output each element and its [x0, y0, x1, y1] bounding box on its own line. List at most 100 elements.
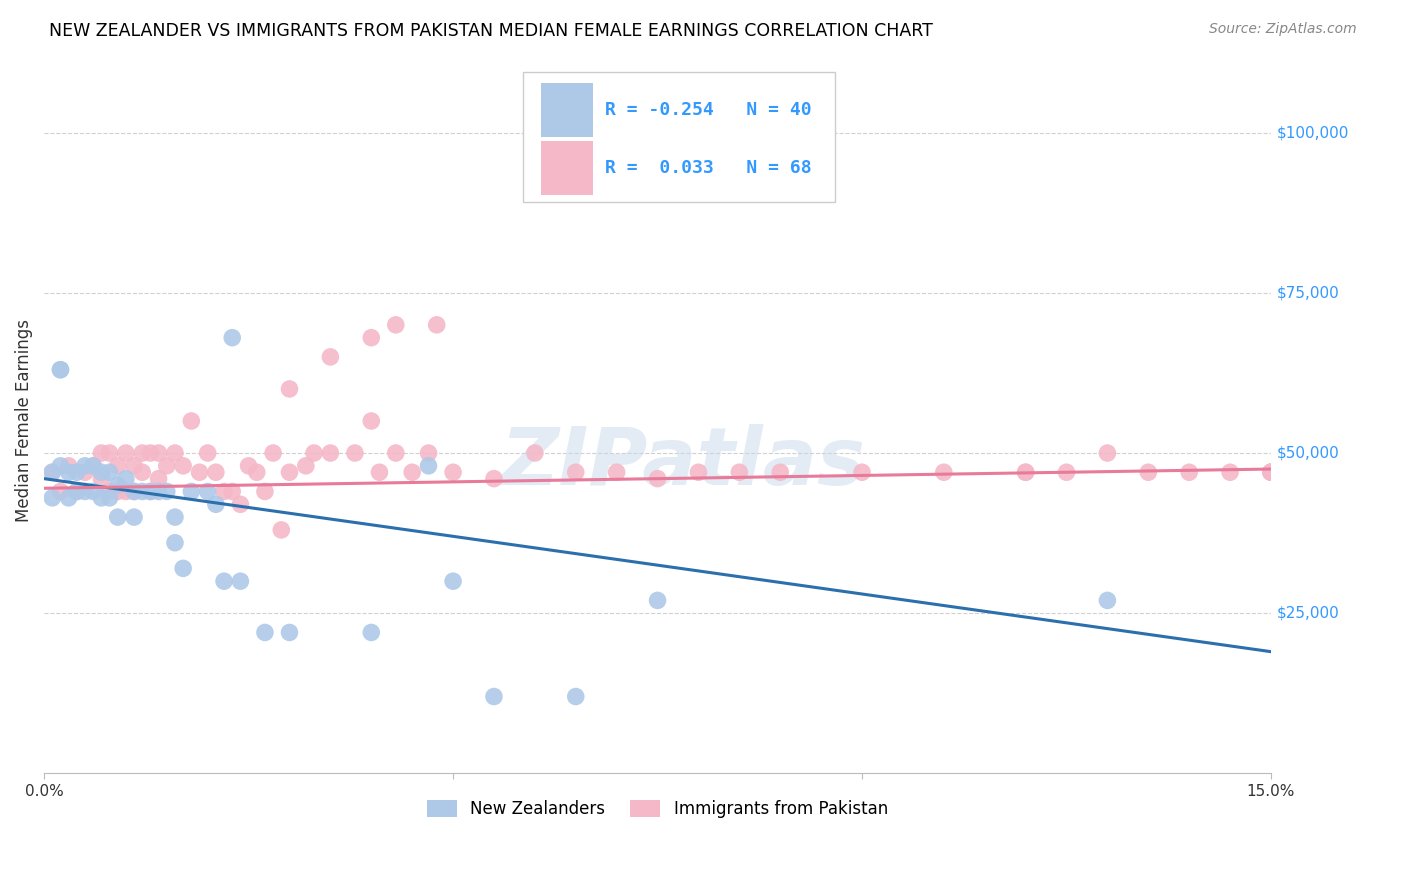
Point [180, 484, 202, 499]
Point [278, 625, 301, 640]
Point [205, 465, 228, 479]
Point [212, 484, 235, 499]
Point [148, 484, 170, 499]
Point [122, 458, 145, 473]
Point [360, 625, 382, 640]
Point [66, 484, 89, 499]
Point [769, 465, 792, 479]
Point [1056, 465, 1078, 479]
Point [107, 510, 129, 524]
Point [148, 446, 170, 460]
Point [58, 458, 80, 473]
Point [1260, 465, 1282, 479]
Text: NEW ZEALANDER VS IMMIGRANTS FROM PAKISTAN MEDIAN FEMALE EARNINGS CORRELATION CHA: NEW ZEALANDER VS IMMIGRANTS FROM PAKISTA… [49, 22, 934, 40]
Point [270, 523, 292, 537]
Point [728, 465, 751, 479]
Point [73, 458, 96, 473]
Point [565, 690, 588, 704]
Point [401, 465, 423, 479]
Point [41, 465, 63, 479]
Point [131, 446, 153, 460]
Point [139, 446, 162, 460]
Text: Source: ZipAtlas.com: Source: ZipAtlas.com [1209, 22, 1357, 37]
Point [1260, 465, 1282, 479]
Point [229, 574, 252, 589]
Point [385, 446, 408, 460]
Point [66, 484, 89, 499]
Point [139, 484, 162, 499]
Text: ZIPatlas: ZIPatlas [499, 425, 865, 502]
Point [1260, 465, 1282, 479]
Point [1178, 465, 1201, 479]
Point [49, 362, 72, 376]
Point [262, 446, 284, 460]
Point [163, 535, 186, 549]
Point [131, 484, 153, 499]
Point [647, 472, 669, 486]
FancyBboxPatch shape [541, 83, 592, 136]
Point [606, 465, 628, 479]
Point [426, 318, 449, 332]
Point [122, 484, 145, 499]
FancyBboxPatch shape [523, 72, 835, 202]
Point [343, 446, 366, 460]
Point [302, 446, 325, 460]
Point [41, 491, 63, 505]
Point [295, 458, 318, 473]
Point [212, 574, 235, 589]
Point [122, 510, 145, 524]
Point [253, 625, 276, 640]
Point [163, 446, 186, 460]
Point [82, 458, 104, 473]
Point [172, 561, 194, 575]
Point [98, 484, 121, 499]
Point [107, 484, 129, 499]
Point [90, 465, 112, 479]
Point [98, 491, 121, 505]
Point [1014, 465, 1036, 479]
Point [385, 318, 408, 332]
Point [319, 446, 342, 460]
Text: $50,000: $50,000 [1277, 445, 1340, 460]
Point [188, 465, 211, 479]
Point [131, 465, 153, 479]
Point [368, 465, 391, 479]
Point [360, 414, 382, 428]
Point [90, 472, 112, 486]
Point [1097, 446, 1119, 460]
Point [122, 484, 145, 499]
Point [49, 458, 72, 473]
Point [319, 350, 342, 364]
Point [82, 458, 104, 473]
Point [1260, 465, 1282, 479]
Point [441, 465, 464, 479]
Point [278, 382, 301, 396]
Point [180, 414, 202, 428]
Point [107, 478, 129, 492]
Point [107, 458, 129, 473]
Point [82, 484, 104, 499]
Point [58, 465, 80, 479]
Point [229, 497, 252, 511]
Point [360, 331, 382, 345]
Point [115, 446, 138, 460]
Point [90, 491, 112, 505]
Text: R = -0.254   N = 40: R = -0.254 N = 40 [605, 101, 811, 120]
Text: R =  0.033   N = 68: R = 0.033 N = 68 [605, 159, 811, 178]
Point [156, 484, 179, 499]
Point [851, 465, 873, 479]
Text: $100,000: $100,000 [1277, 125, 1350, 140]
Point [49, 484, 72, 499]
Point [148, 472, 170, 486]
Point [1097, 593, 1119, 607]
Point [278, 465, 301, 479]
Point [418, 458, 440, 473]
Point [49, 362, 72, 376]
Point [115, 472, 138, 486]
Point [66, 465, 89, 479]
Legend: New Zealanders, Immigrants from Pakistan: New Zealanders, Immigrants from Pakistan [420, 794, 894, 825]
Point [197, 484, 219, 499]
Point [58, 491, 80, 505]
Point [523, 446, 546, 460]
Point [565, 465, 588, 479]
